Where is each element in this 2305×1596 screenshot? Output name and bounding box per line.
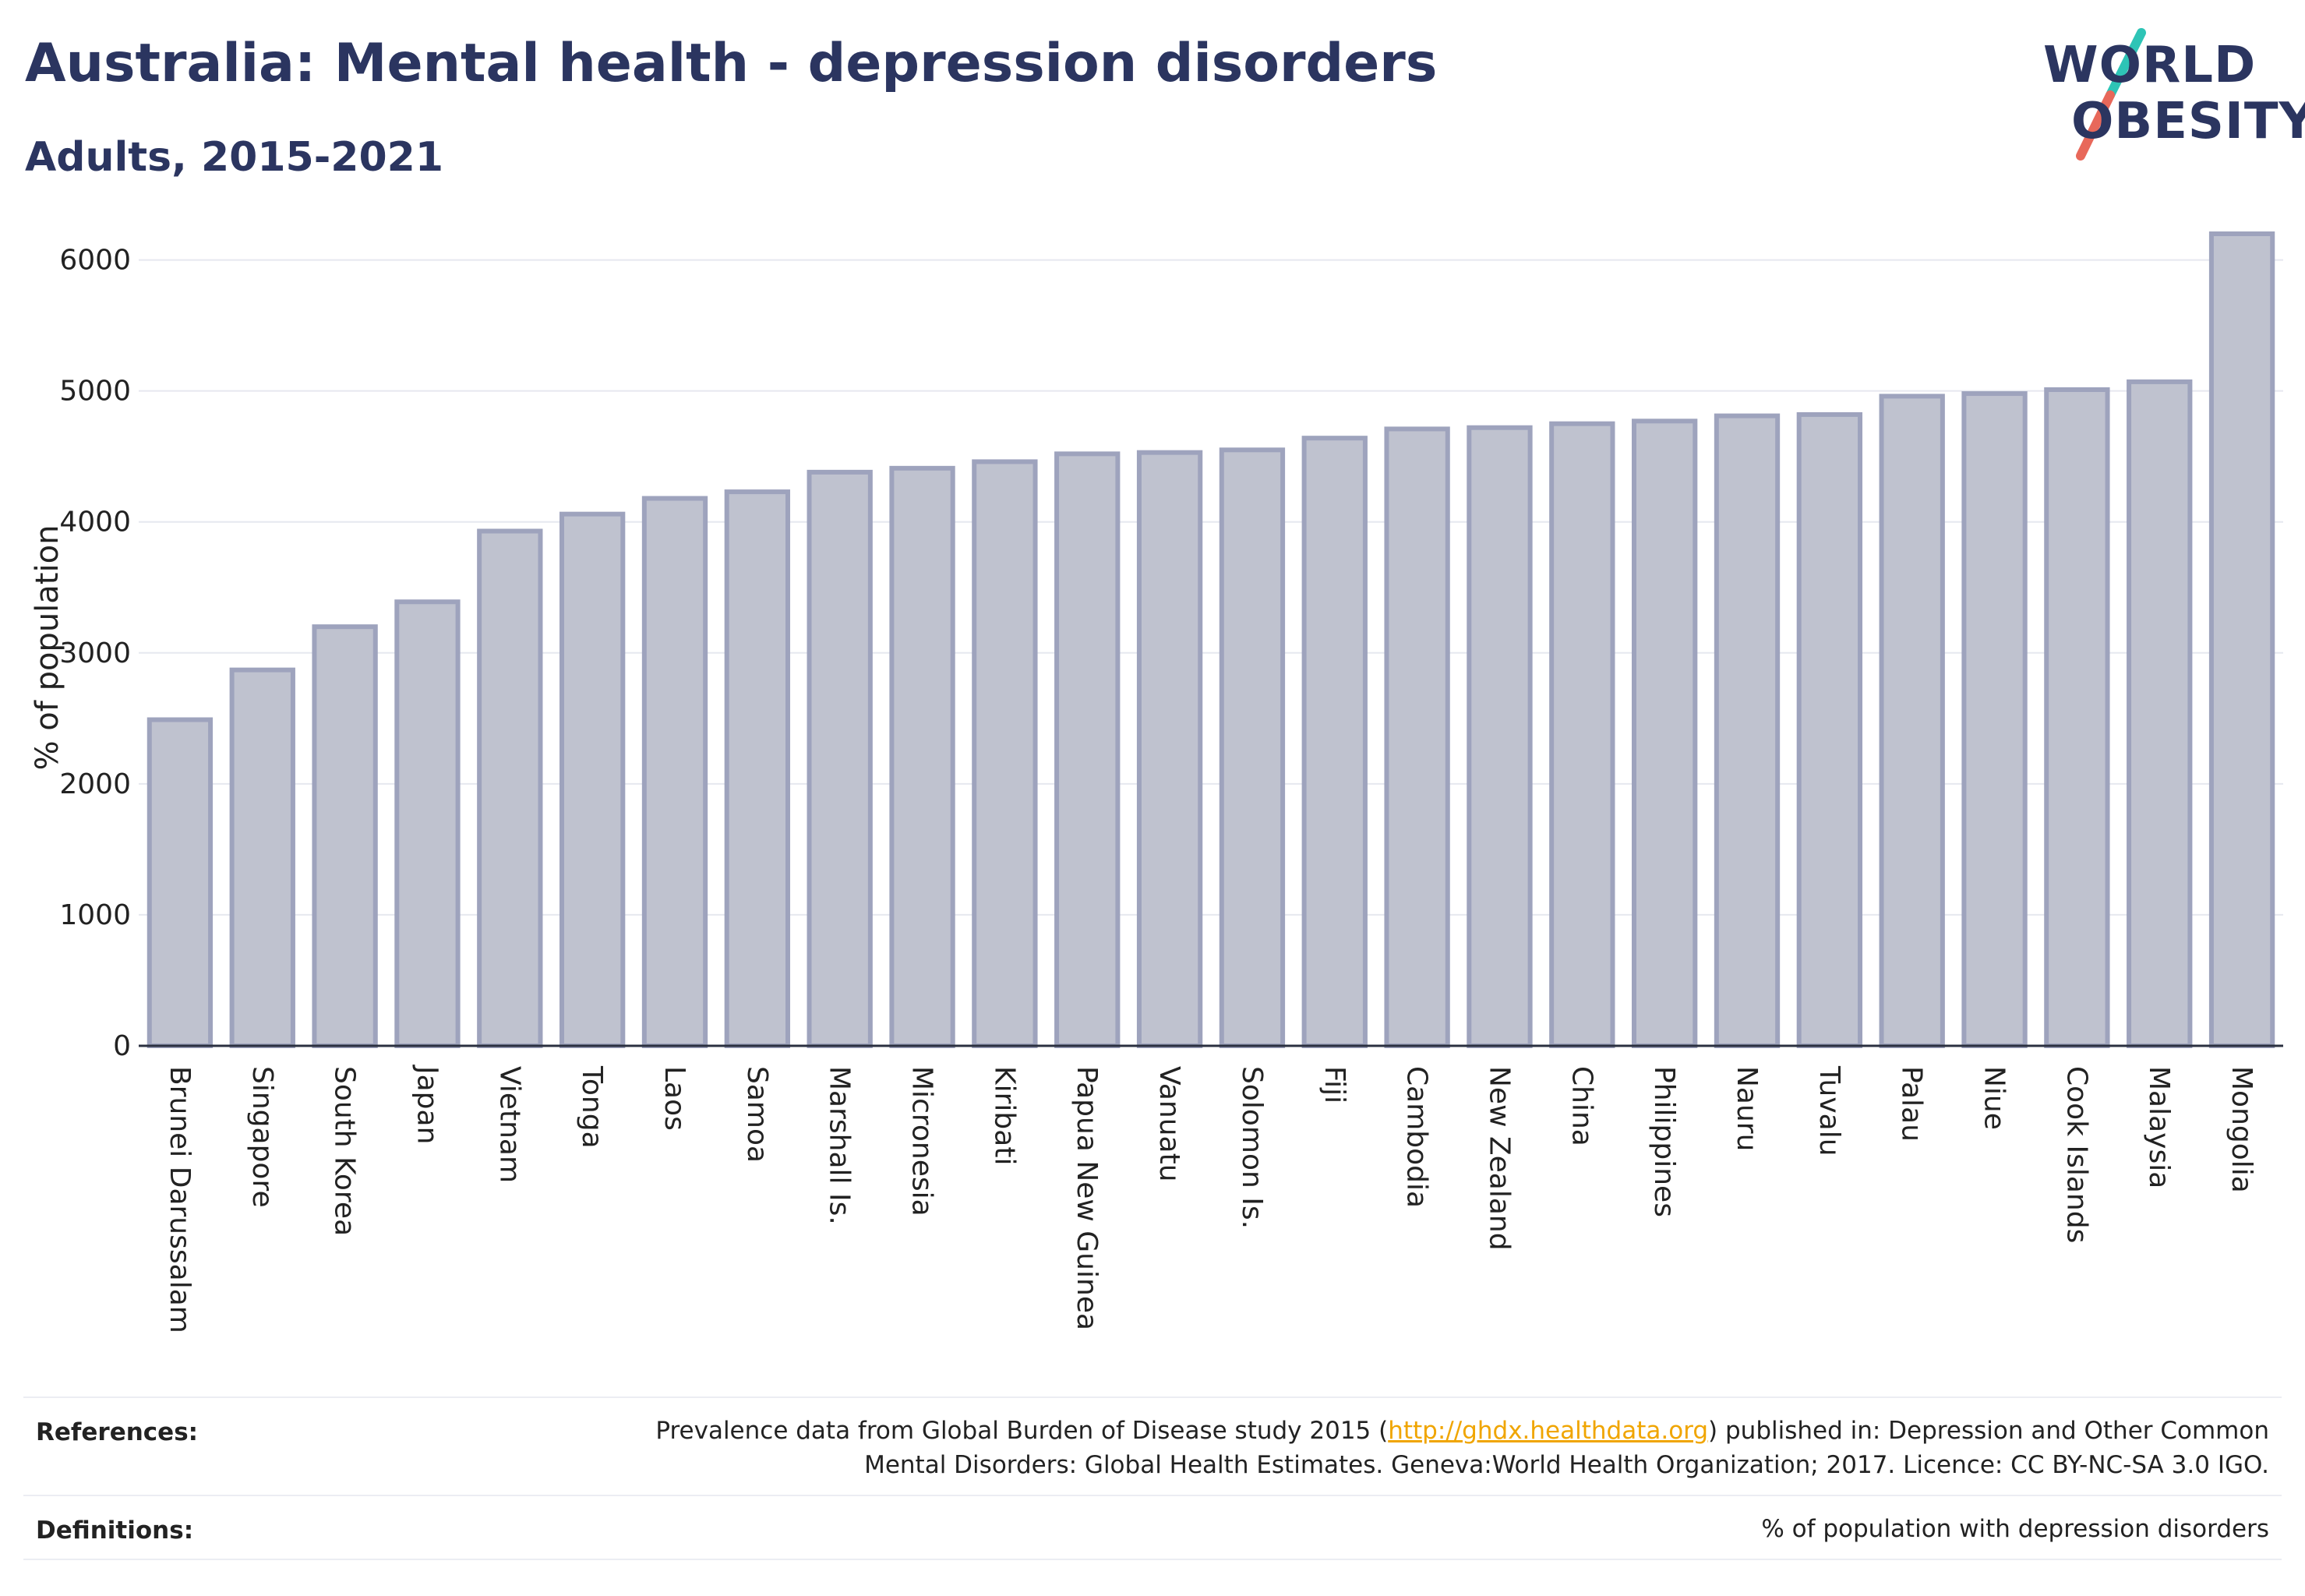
logo-slash-icon <box>2076 28 2146 161</box>
x-tick-label: Tuvalu <box>1813 1065 1845 1156</box>
bar <box>641 496 708 1048</box>
bar <box>477 528 543 1048</box>
bar <box>229 667 295 1048</box>
bar <box>807 469 873 1048</box>
definitions-section: Definitions: % of population with depres… <box>23 1501 2282 1555</box>
bar <box>2044 387 2110 1048</box>
bar <box>889 465 955 1048</box>
x-tick-label: Samoa <box>741 1066 773 1163</box>
references-text: Prevalence data from Global Burden of Di… <box>655 1414 2269 1482</box>
x-tick-label: Fiji <box>1318 1066 1350 1103</box>
bar <box>1467 425 1533 1048</box>
bar <box>1301 436 1368 1048</box>
x-tick-label: Solomon Is. <box>1236 1066 1268 1229</box>
bar <box>724 489 791 1048</box>
bar <box>1136 450 1203 1048</box>
bar <box>2208 231 2275 1048</box>
x-tick-label: Nauru <box>1731 1066 1763 1151</box>
definitions-text: % of population with depression disorder… <box>1761 1515 2269 1543</box>
bar <box>2127 379 2193 1048</box>
x-tick-label: Malaysia <box>2143 1066 2175 1188</box>
references-line1-start: Prevalence data from Global Burden of Di… <box>655 1417 1389 1445</box>
chart-title: Australia: Mental health - depression di… <box>25 33 1438 94</box>
x-tick-label: New Zealand <box>1483 1066 1515 1251</box>
y-tick-label: 1000 <box>59 899 131 931</box>
y-tick-label: 4000 <box>59 507 131 538</box>
bar <box>1384 426 1450 1048</box>
references-line1-end: ) published in: Depression and Other Com… <box>1708 1417 2269 1445</box>
separator-bottom <box>23 1559 2282 1560</box>
bar <box>312 624 378 1048</box>
separator-middle <box>23 1495 2282 1496</box>
x-tick-label: Cook Islands <box>2060 1066 2092 1243</box>
x-tick-label: Philippines <box>1648 1066 1680 1217</box>
definitions-label: Definitions: <box>36 1517 194 1545</box>
x-tick-label: Vietnam <box>493 1066 525 1183</box>
x-tick-label: Tonga <box>576 1065 608 1149</box>
x-tick-label: Japan <box>411 1065 443 1144</box>
bar <box>972 459 1038 1048</box>
x-tick-label: Kiribati <box>988 1066 1020 1165</box>
bar <box>1631 418 1698 1048</box>
y-tick-label: 2000 <box>59 768 131 800</box>
bar <box>1549 421 1615 1048</box>
x-tick-label: Niue <box>1978 1066 2010 1130</box>
x-tick-label: Marshall Is. <box>824 1066 856 1225</box>
x-tick-label: Vanuatu <box>1153 1066 1185 1182</box>
bar-chart: 0 1000 2000 3000 4000 5000 6000 % of population… <box>30 231 2283 1333</box>
references-line2: Mental Disorders: Global Health Estimate… <box>864 1451 2269 1479</box>
x-tick-label: South Korea <box>329 1066 361 1236</box>
y-axis-label: % of population <box>30 525 65 771</box>
x-tick-label: Singapore <box>246 1066 278 1208</box>
logo-word-obesity: OBESITY <box>2071 93 2305 150</box>
x-tick-label: Brunei Darussalam <box>164 1066 196 1333</box>
x-tick-label: Laos <box>658 1066 690 1131</box>
references-label: References: <box>36 1418 199 1446</box>
logo-word-world: WORLD <box>2043 37 2257 94</box>
bar <box>559 511 626 1048</box>
references-link[interactable]: http://ghdx.healthdata.org <box>1388 1417 1709 1445</box>
bar <box>1054 451 1121 1048</box>
y-tick-label: 0 <box>113 1030 131 1062</box>
x-tick-label: Palau <box>1896 1066 1928 1142</box>
bar <box>146 717 214 1048</box>
x-tick-label: Micronesia <box>906 1066 938 1216</box>
references-section: References: Prevalence data from Global … <box>23 1403 2282 1496</box>
bar <box>1714 413 1781 1048</box>
x-tick-label: Cambodia <box>1401 1066 1433 1208</box>
bar <box>1796 411 1863 1048</box>
bar <box>394 599 461 1048</box>
x-tick-label: China <box>1565 1066 1597 1146</box>
bar <box>1879 394 1945 1048</box>
separator-top <box>23 1396 2282 1398</box>
y-tick-label: 5000 <box>59 376 131 408</box>
bar <box>1961 391 2028 1048</box>
world-obesity-logo: WORLD OBESITY <box>2034 23 2305 164</box>
y-tick-label: 3000 <box>59 637 131 669</box>
bar <box>1219 447 1286 1048</box>
x-tick-label: Mongolia <box>2226 1066 2257 1193</box>
y-tick-label: 6000 <box>59 245 131 277</box>
chart-subtitle: Adults, 2015-2021 <box>25 134 444 181</box>
x-tick-label: Papua New Guinea <box>1071 1066 1103 1330</box>
